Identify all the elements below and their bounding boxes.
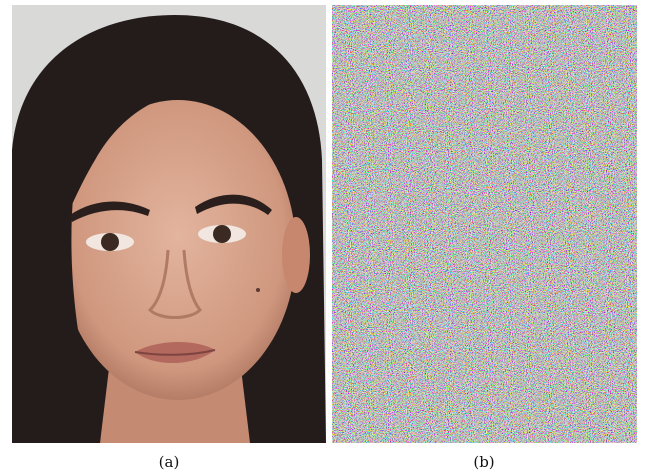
page: (a) (b) (() => { const data = JSON.parse… xyxy=(0,0,646,476)
panel-label: (a) xyxy=(159,453,180,471)
panel-label: (b) xyxy=(473,453,494,471)
figure: (a) (b) xyxy=(0,0,646,476)
photo xyxy=(12,5,326,443)
noise-image xyxy=(332,5,637,443)
